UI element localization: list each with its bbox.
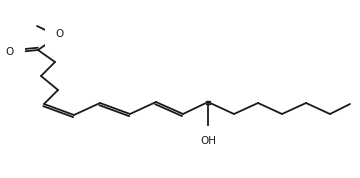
Text: O: O — [6, 47, 14, 57]
Text: O: O — [56, 29, 64, 39]
Text: OH: OH — [200, 136, 216, 146]
